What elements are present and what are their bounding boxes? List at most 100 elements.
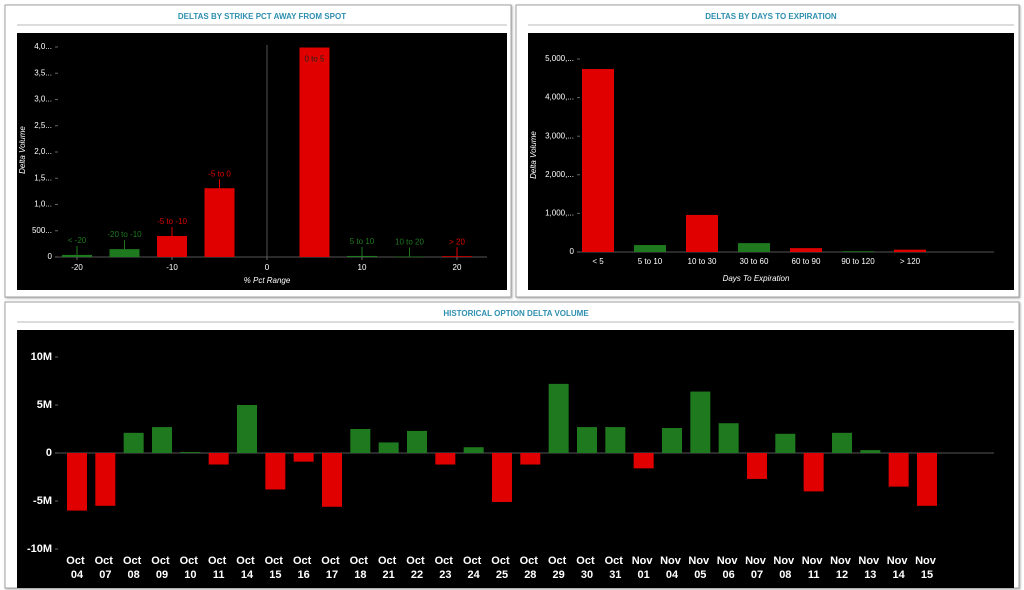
bar [746,453,767,479]
x-tick-label: 60 to 90 [792,257,821,266]
bar [378,442,399,453]
data-label: 5 to 10 [350,237,375,246]
bar [236,405,257,453]
bar [718,423,739,453]
y-tick-label: 3,0... [34,95,52,104]
x-tick-label: 0 [265,263,270,272]
y-tick-label: 500... [32,226,52,235]
bar [576,427,597,453]
y-tick-label: 4,000,... [545,93,574,102]
x-tick-label: Oct 25 [491,555,512,581]
bar [67,453,87,511]
bar [548,383,569,453]
x-tick-label: 90 to 120 [841,257,875,266]
x-tick-label: Oct 09 [151,555,172,581]
y-tick-label: 2,5... [34,121,52,130]
bar [109,249,140,257]
x-axis-title: % Pct Range [244,276,291,285]
x-tick-label: Oct 08 [123,555,144,581]
bar [394,256,425,257]
y-axis-title: Delta Volume [529,131,538,179]
y-tick-label: 1,0... [34,200,52,209]
x-tick-label: Oct 14 [236,555,257,581]
y-tick-label: 2,000,... [545,170,574,179]
y-tick-label: 3,5... [34,68,52,77]
x-tick-label: Nov 14 [887,555,911,581]
x-tick-label: Nov 07 [745,555,769,581]
bar [842,251,874,252]
y-tick-label: 1,000,... [545,209,574,218]
x-tick-label: 20 [453,263,462,272]
bar [299,47,330,258]
bar [582,69,614,252]
x-axis-title: Days To Expiration [723,274,790,283]
data-label: -20 to -10 [107,230,142,239]
x-tick-label: 30 to 60 [740,257,769,266]
x-tick-label: < 5 [592,257,604,266]
y-tick-label: 1,5... [34,173,52,182]
x-tick-label: 10 [358,263,367,272]
bar [62,254,92,257]
x-tick-label: Oct 31 [605,555,626,581]
y-tick-label: 0 [570,247,575,256]
bar [204,188,235,257]
y-axis-title: Delta Volume [18,126,27,174]
x-tick-label: Oct 15 [265,555,286,581]
bar [831,432,852,453]
x-tick-label: Nov 11 [802,555,826,581]
x-tick-label: Nov 05 [688,555,712,581]
y-tick-label: 5M [37,399,52,411]
data-label: -5 to 0 [208,169,231,178]
bar [860,450,881,453]
y-tick-label: 10M [31,351,52,363]
y-tick-label: 0 [48,252,53,261]
chart-title: HISTORICAL OPTION DELTA VOLUME [443,309,589,318]
plot-area [17,33,507,290]
bar [95,453,116,506]
x-tick-label: Oct 04 [66,555,87,581]
x-tick-label: Oct 10 [180,555,201,581]
x-tick-label: Nov 08 [773,555,797,581]
bar [738,243,770,252]
x-tick-label: Oct 22 [406,555,427,581]
y-tick-label: 3,000,... [545,131,574,140]
data-label: < -20 [68,236,87,245]
x-tick-label: Oct 11 [208,555,229,581]
y-tick-label: 5,000,... [545,54,574,63]
bar [151,427,172,453]
bar [347,255,377,257]
bar [208,453,229,465]
y-tick-label: 4,0... [34,42,52,51]
x-tick-label: Nov 04 [660,555,684,581]
bar [894,249,926,252]
x-tick-label: Oct 21 [378,555,399,581]
x-tick-label: 5 to 10 [638,257,663,266]
x-tick-label: Oct 07 [95,555,116,581]
y-tick-label: 2,0... [34,147,52,156]
bar [442,256,472,257]
bar [463,447,484,453]
y-tick-label: 0 [46,447,52,459]
bar [123,432,144,453]
x-tick-label: Oct 23 [435,555,456,581]
x-tick-label: Nov 06 [717,555,741,581]
bar [803,453,824,492]
data-label: > 20 [449,237,465,246]
bar [520,453,541,465]
x-tick-label: > 120 [900,257,921,266]
data-label: 0 to 5 [304,55,325,64]
x-tick-label: Nov 13 [858,555,882,581]
x-tick-label: Oct 30 [576,555,597,581]
bar [916,453,937,506]
y-tick-label: -10M [27,543,52,555]
x-tick-label: Oct 28 [520,555,541,581]
x-tick-label: Nov 01 [632,555,656,581]
bar [293,453,314,462]
bar [157,236,187,257]
bar [491,453,512,502]
x-tick-label: Oct 29 [548,555,569,581]
bar [406,430,427,453]
bar [265,453,286,490]
